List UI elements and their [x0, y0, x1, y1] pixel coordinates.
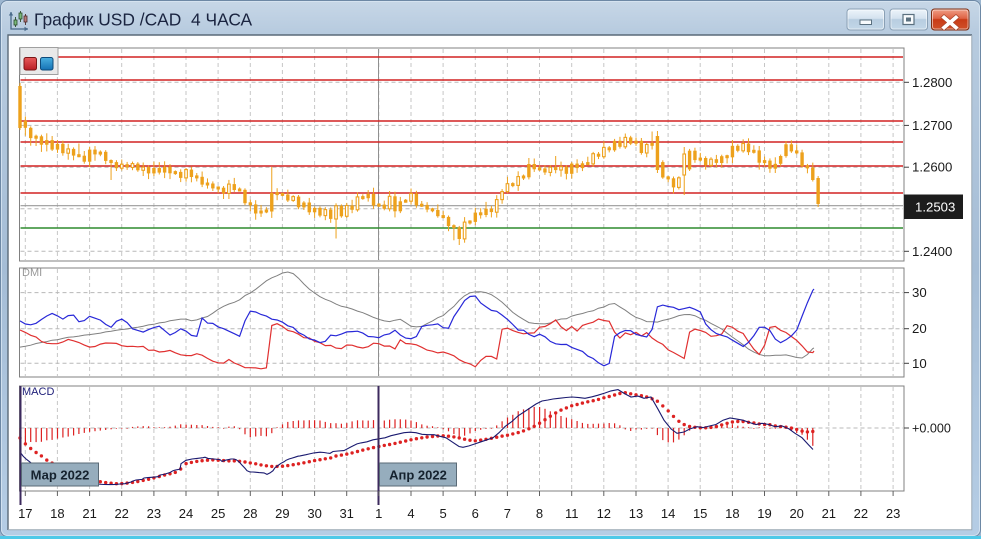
svg-text:30: 30 [307, 506, 321, 521]
svg-text:23: 23 [886, 506, 900, 521]
svg-text:19: 19 [757, 506, 771, 521]
svg-text:Мар 2022: Мар 2022 [31, 468, 90, 483]
svg-text:1.2800: 1.2800 [912, 75, 952, 90]
svg-text:15: 15 [693, 506, 707, 521]
svg-text:График USD /CAD 4 ЧАСА: График USD /CAD 4 ЧАСА [34, 10, 252, 30]
svg-text:6: 6 [472, 506, 479, 521]
svg-text:4: 4 [407, 506, 414, 521]
svg-text:8: 8 [536, 506, 543, 521]
svg-text:1.2700: 1.2700 [912, 118, 952, 133]
svg-text:5: 5 [439, 506, 446, 521]
svg-text:10: 10 [912, 356, 927, 371]
svg-text:23: 23 [147, 506, 161, 521]
svg-text:14: 14 [661, 506, 675, 521]
svg-text:24: 24 [179, 506, 193, 521]
svg-text:7: 7 [504, 506, 511, 521]
svg-text:1.2400: 1.2400 [912, 244, 952, 259]
svg-text:21: 21 [82, 506, 96, 521]
svg-text:1.2600: 1.2600 [912, 160, 952, 175]
svg-text:28: 28 [243, 506, 257, 521]
svg-text:18: 18 [725, 506, 739, 521]
svg-text:1.2503: 1.2503 [915, 200, 955, 215]
svg-text:12: 12 [597, 506, 611, 521]
svg-text:20: 20 [912, 321, 927, 336]
svg-text:11: 11 [565, 506, 579, 521]
svg-text:DMI: DMI [22, 267, 42, 279]
svg-text:+0.000: +0.000 [912, 422, 951, 436]
svg-text:20: 20 [789, 506, 803, 521]
svg-text:30: 30 [912, 285, 927, 300]
svg-text:22: 22 [114, 506, 128, 521]
svg-text:25: 25 [211, 506, 225, 521]
svg-text:18: 18 [50, 506, 64, 521]
svg-text:29: 29 [275, 506, 289, 521]
svg-text:22: 22 [854, 506, 868, 521]
svg-text:MACD: MACD [22, 386, 54, 398]
svg-text:13: 13 [629, 506, 643, 521]
svg-text:1: 1 [375, 506, 382, 521]
svg-text:17: 17 [18, 506, 32, 521]
svg-text:21: 21 [822, 506, 836, 521]
svg-text:Апр 2022: Апр 2022 [389, 468, 447, 483]
svg-text:31: 31 [339, 506, 353, 521]
